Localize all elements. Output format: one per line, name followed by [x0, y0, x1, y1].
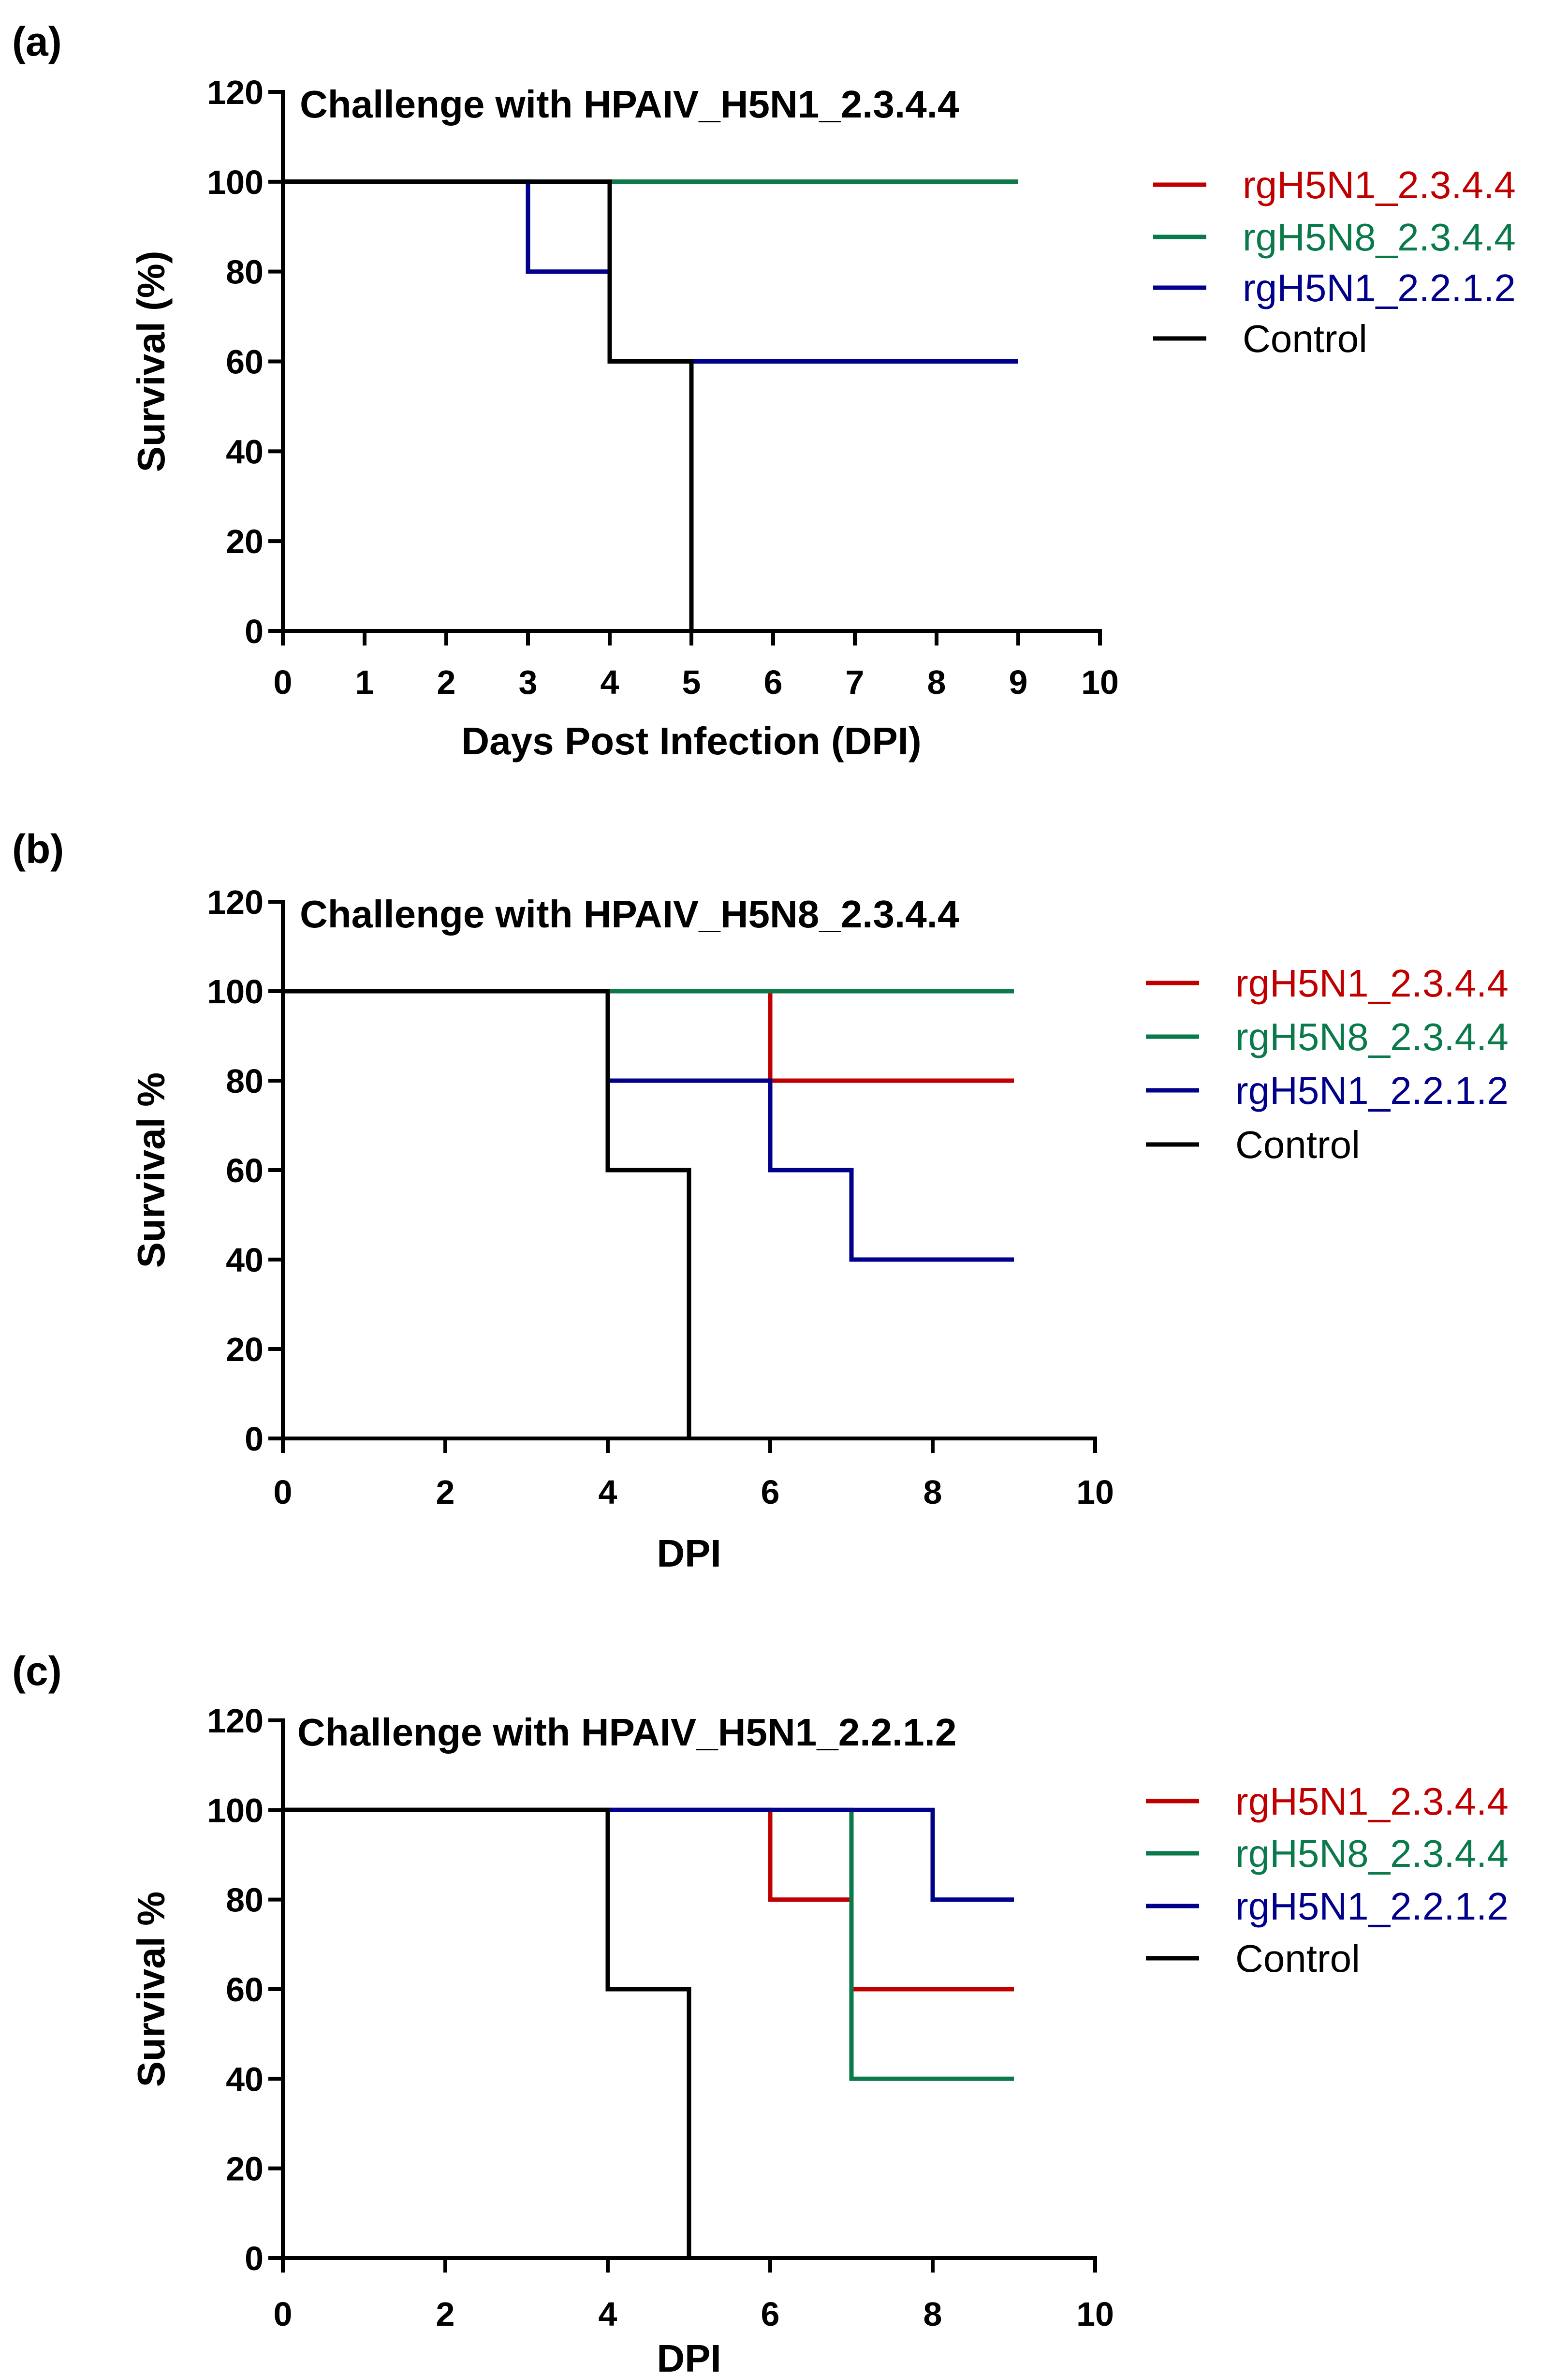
y-tick-label: 60 [226, 1971, 264, 2009]
y-tick-label: 120 [207, 73, 264, 111]
series-line-control [283, 179, 694, 631]
y-tick-label: 0 [245, 1420, 264, 1458]
y-tick-label: 40 [226, 2060, 264, 2098]
series-line-rgh5n1-2-3-4-4 [283, 989, 1014, 1083]
x-tick-label: 8 [927, 663, 946, 701]
x-tick-label: 8 [923, 2295, 942, 2333]
y-tick-label: 80 [226, 253, 264, 291]
y-tick-label: 60 [226, 1152, 264, 1189]
x-tick-label: 3 [519, 663, 538, 701]
series-line-rgh5n1-2-2-1-2 [283, 989, 1014, 1262]
x-tick-label: 2 [436, 1473, 455, 1511]
x-tick-label: 0 [274, 2295, 293, 2333]
y-axis-title: Survival (%) [130, 251, 173, 472]
x-tick-label: 4 [601, 663, 619, 701]
x-axis-title: DPI [657, 1532, 721, 1575]
series-line-rgh5n1-2-2-1-2 [283, 1807, 1014, 1902]
legend-label: rgH5N8_2.3.4.4 [1235, 1832, 1509, 1875]
y-tick-label: 20 [226, 1331, 264, 1368]
series-line-rgh5n8-2-3-4-4 [283, 1807, 1014, 2081]
x-tick-label: 7 [846, 663, 865, 701]
y-tick-label: 100 [207, 1791, 264, 1829]
x-tick-label: 10 [1076, 2295, 1114, 2333]
x-tick-label: 10 [1076, 1473, 1114, 1511]
x-tick-label: 2 [437, 663, 456, 701]
legend-label: Control [1235, 1937, 1360, 1980]
y-tick-label: 100 [207, 163, 264, 201]
legend-label: rgH5N8_2.3.4.4 [1243, 216, 1516, 259]
series-line-control [283, 989, 691, 1438]
series-line-control [283, 1807, 691, 2258]
legend-label: rgH5N1_2.2.1.2 [1243, 266, 1516, 309]
legend-label: rgH5N1_2.3.4.4 [1235, 962, 1509, 1005]
x-tick-label: 8 [923, 1473, 942, 1511]
legend-label: rgH5N8_2.3.4.4 [1235, 1015, 1509, 1058]
chart-panel-c: (c)Challenge with HPAIV_H5N1_2.2.1.20204… [12, 1648, 1509, 2376]
chart-title: Challenge with HPAIV_H5N8_2.3.4.4 [300, 893, 959, 936]
legend-label: Control [1243, 317, 1367, 360]
y-axis-title: Survival % [130, 1892, 173, 2087]
y-tick-label: 60 [226, 343, 264, 381]
x-tick-label: 1 [355, 663, 374, 701]
chart-title: Challenge with HPAIV_H5N1_2.3.4.4 [300, 83, 959, 126]
y-tick-label: 100 [207, 973, 264, 1011]
y-tick-label: 120 [207, 883, 264, 921]
legend-label: rgH5N1_2.2.1.2 [1235, 1885, 1509, 1928]
y-tick-label: 40 [226, 433, 264, 470]
y-tick-label: 0 [245, 613, 264, 650]
y-tick-label: 80 [226, 1881, 264, 1919]
chart-panel-a: (a)Challenge with HPAIV_H5N1_2.3.4.40204… [12, 19, 1516, 763]
x-tick-label: 4 [599, 2295, 617, 2333]
legend-label: rgH5N1_2.2.1.2 [1235, 1069, 1509, 1112]
y-axis-title: Survival % [130, 1072, 173, 1268]
x-tick-label: 6 [761, 2295, 780, 2333]
y-tick-label: 20 [226, 523, 264, 560]
x-tick-label: 6 [764, 663, 783, 701]
legend-label: rgH5N1_2.3.4.4 [1243, 163, 1516, 206]
chart-panel-b: (b)Challenge with HPAIV_H5N8_2.3.4.40204… [12, 826, 1509, 1575]
x-tick-label: 10 [1081, 663, 1119, 701]
x-tick-label: 4 [599, 1473, 617, 1511]
x-tick-label: 2 [436, 2295, 455, 2333]
series-line-rgh5n1-2-3-4-4 [283, 1807, 1014, 1992]
x-tick-label: 5 [682, 663, 701, 701]
x-tick-label: 0 [274, 1473, 293, 1511]
panel-label: (c) [12, 1648, 62, 1694]
x-tick-label: 0 [274, 663, 293, 701]
y-tick-label: 120 [207, 1702, 264, 1740]
legend-label: rgH5N1_2.3.4.4 [1235, 1780, 1509, 1823]
y-tick-label: 0 [245, 2240, 264, 2277]
y-tick-label: 80 [226, 1062, 264, 1100]
legend-label: Control [1235, 1123, 1360, 1166]
y-tick-label: 20 [226, 2150, 264, 2188]
x-tick-label: 6 [761, 1473, 780, 1511]
x-tick-label: 9 [1009, 663, 1028, 701]
y-tick-label: 40 [226, 1241, 264, 1279]
x-axis-title: DPI [657, 2337, 721, 2376]
chart-title: Challenge with HPAIV_H5N1_2.2.1.2 [297, 1711, 956, 1754]
series-line-rgh5n1-2-2-1-2 [283, 179, 1018, 364]
panel-label: (b) [12, 826, 64, 872]
x-axis-title: Days Post Infection (DPI) [461, 719, 921, 763]
panel-label: (a) [12, 19, 62, 64]
